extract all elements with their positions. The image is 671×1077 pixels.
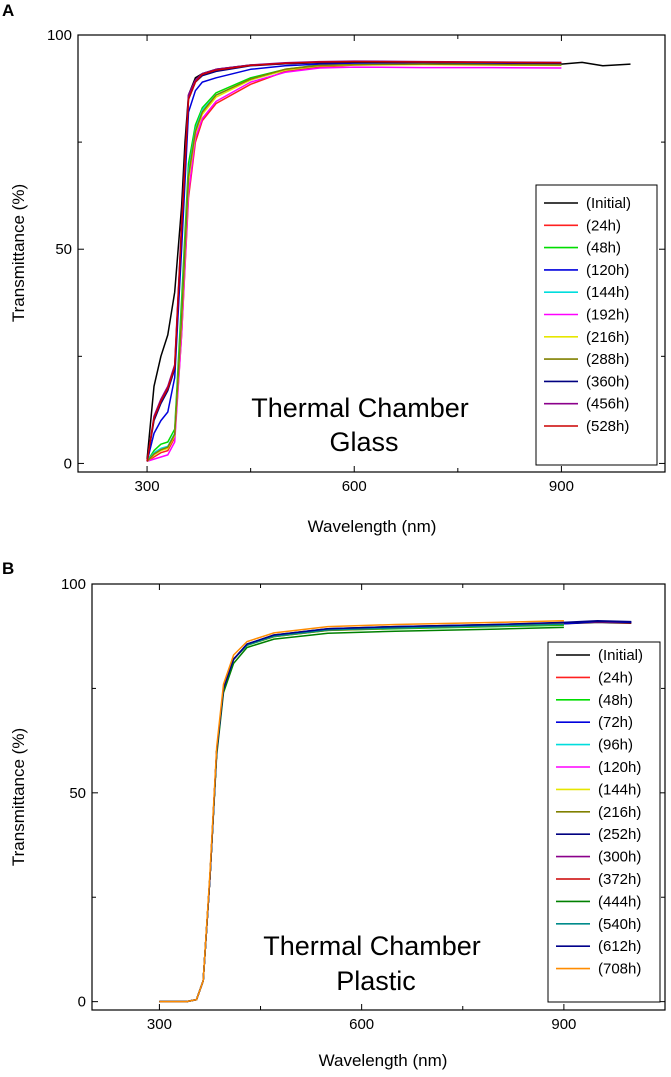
panel-a-series-line-10 (146, 60, 562, 462)
panel-b-legend-label-1: (24h) (598, 669, 633, 686)
panel-a-legend-label-8: (360h) (586, 373, 629, 390)
panel-b-legend-label-14: (708h) (598, 961, 641, 978)
panel-a-legend-box (535, 184, 658, 466)
panel-b-legend-label-13: (612h) (598, 938, 641, 955)
panel-a-legend-label-5: (192h) (586, 307, 629, 324)
panel-b-x-axis-label: Wavelength (nm) (319, 1051, 448, 1070)
panel-a-x-tick-label: 300 (135, 478, 160, 495)
panel-b-y-tick-label: 100 (61, 576, 86, 593)
panel-a-x-tick-label: 900 (549, 478, 574, 495)
panel-a-legend-label-9: (456h) (586, 396, 629, 413)
panel-a-legend-label-2: (48h) (586, 240, 621, 257)
panel-a-legend-label-7: (288h) (586, 351, 629, 368)
panel-b-annotation-line-1: Thermal Chamber (263, 931, 481, 961)
panel-b-y-axis-label: Transmittance (%) (9, 728, 28, 866)
panel-a-axes-frame (77, 34, 666, 473)
panel-b-legend-label-0: (Initial) (598, 647, 643, 664)
panel-b-x-tick-label: 600 (349, 1016, 374, 1033)
panel-b-series-group (159, 620, 632, 1003)
panel-a-x-axis-label: Wavelength (nm) (308, 517, 437, 536)
panel-a-x-tick-label: 600 (342, 478, 367, 495)
panel-a-series-line-7 (146, 63, 562, 462)
panel-b-annotation-line-2: Plastic (336, 966, 416, 996)
panel-b-y-tick-label: 0 (78, 994, 86, 1011)
panel-letter-a: A (2, 1, 14, 20)
panel-b-legend-label-9: (300h) (598, 849, 641, 866)
panel-b-legend-label-7: (216h) (598, 804, 641, 821)
panel-a-legend-label-3: (120h) (586, 262, 629, 279)
panel-a-legend-label-6: (216h) (586, 329, 629, 346)
panel-a-series-group (146, 60, 631, 463)
panel-a-y-tick-label: 0 (64, 455, 72, 472)
panel-letter-b: B (2, 559, 14, 578)
panel-b-legend-label-10: (372h) (598, 871, 641, 888)
panel-b-legend-label-5: (120h) (598, 759, 641, 776)
panel-a-y-axis-label: Transmittance (%) (9, 184, 28, 322)
panel-b-legend-label-4: (96h) (598, 737, 633, 754)
panel-b-plot: 300 600 900 0 50 100 (Initial) (24h) (48h) (72h) (… (61, 576, 666, 1033)
panel-a-y-tick-label: 100 (47, 27, 72, 44)
panel-a-legend-label-0: (Initial) (586, 195, 631, 212)
panel-b-x-tick-label: 300 (147, 1016, 172, 1033)
panel-a-legend-label-1: (24h) (586, 217, 621, 234)
panel-b-y-tick-label: 50 (69, 785, 86, 802)
panel-a-legend-label-10: (528h) (586, 418, 629, 435)
panel-b-legend-label-8: (252h) (598, 826, 641, 843)
panel-b-x-tick-label: 900 (551, 1016, 576, 1033)
panel-b-legend-label-6: (144h) (598, 781, 641, 798)
panel-b-axes-frame (91, 583, 666, 1011)
panel-b-legend-label-12: (540h) (598, 916, 641, 933)
panel-b-series-line-14 (159, 620, 564, 1003)
panel-a-y-tick-label: 50 (55, 241, 72, 258)
panel-a-annotation-line-2: Glass (329, 427, 398, 457)
panel-a-series-line-5 (146, 66, 562, 463)
panel-b-legend-box (547, 641, 661, 1003)
panel-a-annotation-line-1: Thermal Chamber (251, 393, 469, 423)
panel-b-legend-label-3: (72h) (598, 714, 633, 731)
panel-b-legend-label-2: (48h) (598, 692, 633, 709)
panel-a-plot: 300 600 900 0 50 100 (Initial) (24h) (48h) (120h)… (47, 27, 666, 495)
panel-a-legend-label-4: (144h) (586, 284, 629, 301)
panel-b-legend-label-11: (444h) (598, 893, 641, 910)
